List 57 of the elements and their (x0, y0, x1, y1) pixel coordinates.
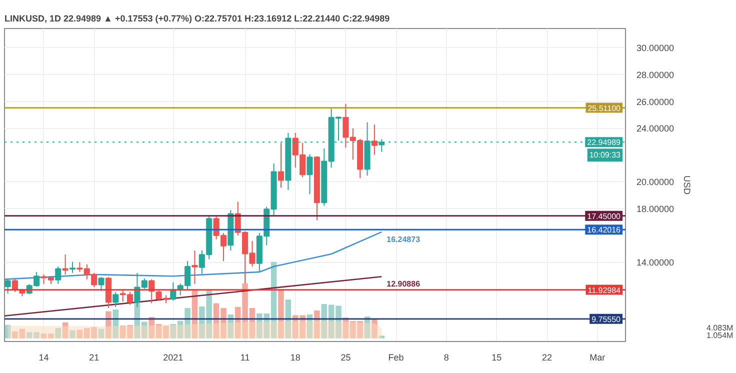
x-tick-label: 22 (542, 352, 552, 362)
y-tick-label: 14.00000 (636, 258, 674, 268)
candlestick (4, 278, 11, 294)
candlestick (98, 276, 104, 292)
candlestick (69, 261, 76, 274)
bar (228, 314, 234, 338)
bar (372, 318, 378, 338)
candlestick (105, 276, 112, 309)
bar (306, 314, 313, 338)
y-tick-label: 30.00000 (636, 43, 674, 54)
y-tick-label: 20.00000 (636, 177, 674, 188)
bar (4, 325, 11, 338)
ref-line-label: 25.51100 (588, 104, 622, 113)
x-tick-label: 14 (38, 352, 49, 362)
candlestick (112, 292, 119, 308)
x-tick-label: Feb (388, 352, 404, 362)
chart-title: LINKUSD, 1D 22.94989 ▲ +0.17553 (+0.77%) O:22.75701 H:23.16912 L:22.21440 C:22.94989 (4, 14, 390, 24)
candlestick (278, 142, 284, 188)
x-tick-label: 15 (492, 352, 502, 362)
candlestick (62, 254, 68, 276)
bar (378, 336, 385, 338)
y-axis-title: USD (682, 176, 692, 195)
bar (112, 309, 119, 338)
bar (106, 311, 112, 338)
candlestick (55, 266, 62, 285)
x-tick-label: 2021 (163, 352, 184, 362)
bar (278, 290, 284, 338)
bar (364, 316, 370, 338)
ref-line-label: 22.94989 (587, 138, 622, 148)
y2-tick-label: 4.083M (706, 324, 734, 333)
data-label: 16.24873 (386, 234, 421, 244)
ref-line-label: 9.75550 (592, 314, 622, 324)
x-tick-label: 18 (290, 352, 300, 362)
x-tick-label: 11 (240, 352, 250, 362)
x-tick-label: 21 (89, 352, 100, 362)
y-tick-label: 28.00000 (636, 70, 674, 80)
y-tick-label: 26.00000 (636, 96, 674, 107)
bar (55, 328, 61, 338)
ref-line-label: 17.45000 (587, 212, 622, 221)
bar (285, 299, 292, 338)
data-label: 12.90886 (386, 280, 421, 289)
bar (70, 330, 76, 338)
bar (314, 310, 320, 338)
ref-line-label: 16.42016 (587, 226, 622, 235)
x-tick-label: 8 (444, 352, 449, 362)
candlestick (192, 250, 198, 285)
candlestick (306, 154, 313, 195)
ref-line-label: 11.92984 (588, 286, 622, 295)
candlestick (371, 124, 378, 156)
y-tick-label: 24.00000 (636, 124, 674, 134)
y2-tick-label: 1.054M (706, 331, 734, 340)
annotation: 10:09:33 (589, 150, 622, 160)
y-tick-label: 18.00000 (636, 204, 674, 214)
bar (98, 328, 104, 338)
x-tick-label: 25 (340, 352, 351, 362)
x-tick-label: Mar (590, 352, 606, 362)
bar (62, 322, 68, 338)
